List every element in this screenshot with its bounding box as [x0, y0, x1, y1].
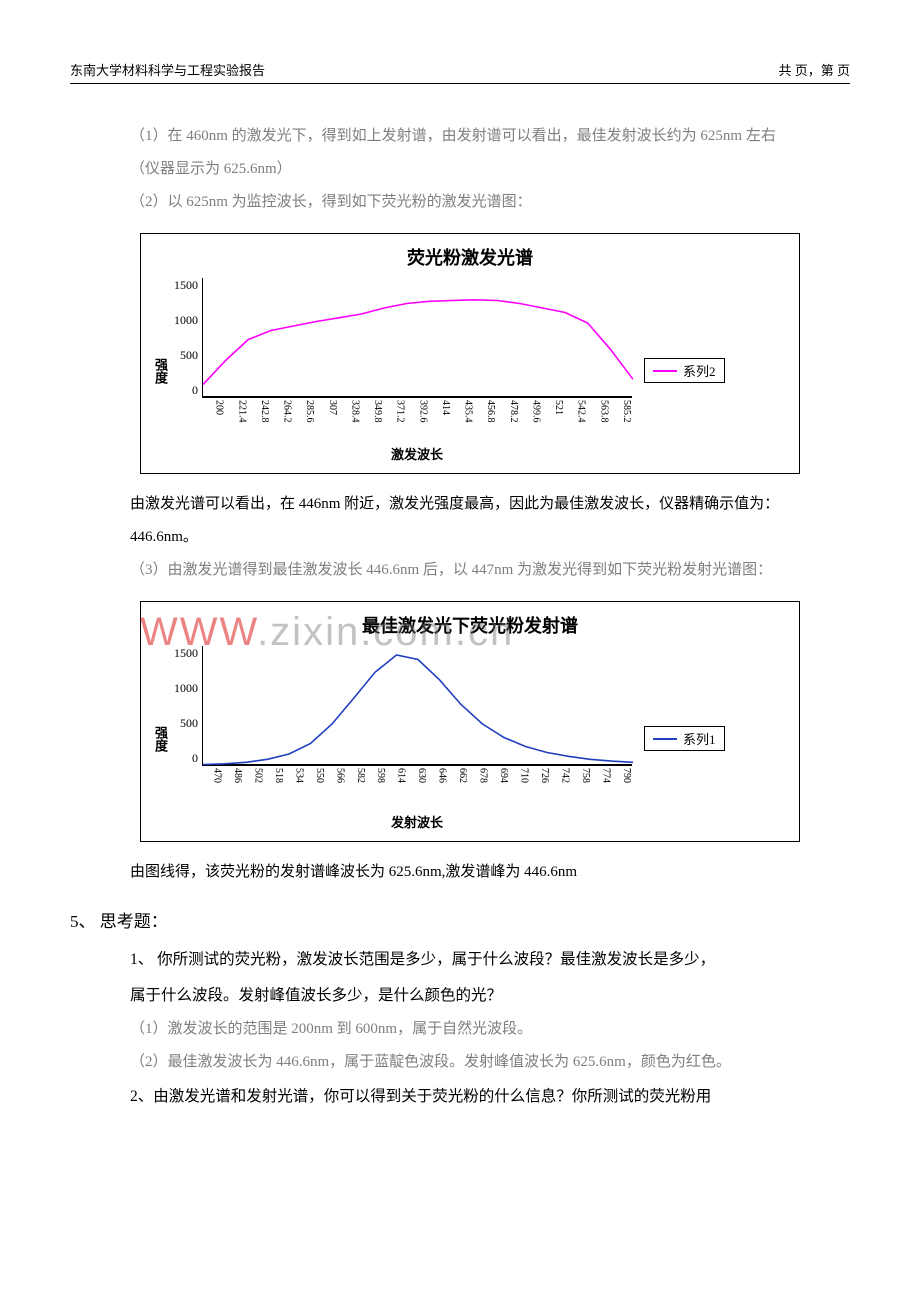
answer-2: （2）最佳激发波长为 446.6nm，属于蓝靛色波段。发射峰值波长为 625.6… [130, 1046, 850, 1079]
chart2-legend-label: 系列1 [683, 729, 716, 748]
chart2-xticks: 4704865025185345505665825986146306466626… [202, 768, 632, 808]
header-left: 东南大学材料科学与工程实验报告 [70, 60, 265, 79]
chart1-legend-line [653, 370, 677, 372]
para-5: 由图线得，该荧光粉的发射谱峰波长为 625.6nm,激发谱峰为 446.6nm [130, 856, 850, 889]
chart2-legend: 系列1 [644, 726, 725, 751]
chart1-title: 荧光粉激发光谱 [151, 244, 789, 270]
section-5-heading: 5、 思考题： [70, 907, 850, 932]
chart1-xticks: 200221.4242.8264.2285.6307328.4349.8371.… [202, 400, 632, 440]
chart1-xlabel: 激发波长 [202, 444, 632, 463]
question-1b: 属于什么波段。发射峰值波长多少，是什么颜色的光？ [130, 978, 850, 1014]
header-right: 共 页，第 页 [778, 60, 850, 79]
chart-emission-spectrum: 最佳激发光下荧光粉发射谱 强度 150010005000 47048650251… [140, 601, 800, 842]
chart1-legend: 系列2 [644, 358, 725, 383]
chart1-legend-label: 系列2 [683, 361, 716, 380]
chart2-plot [202, 646, 632, 766]
chart-excitation-spectrum: 荧光粉激发光谱 强度 150010005000 200221.4242.8264… [140, 233, 800, 474]
answer-1: （1）激发波长的范围是 200nm 到 600nm，属于自然光波段。 [130, 1013, 850, 1046]
chart1-plot [202, 278, 632, 398]
page-header: 东南大学材料科学与工程实验报告 共 页，第 页 [70, 60, 850, 84]
para-1: （1）在 460nm 的激发光下，得到如上发射谱，由发射谱可以看出，最佳发射波长… [130, 120, 850, 153]
chart2-legend-line [653, 738, 677, 740]
para-4: （3）由激发光谱得到最佳激发波长 446.6nm 后，以 447nm 为激发光得… [130, 554, 850, 587]
para-1b: （仪器显示为 625.6nm） [130, 153, 850, 186]
chart2-line [203, 646, 633, 766]
chart1-yticks: 150010005000 [174, 278, 202, 398]
para-3a: 由激发光谱可以看出，在 446nm 附近，激发光强度最高，因此为最佳激发波长，仪… [130, 488, 850, 521]
chart2-xlabel: 发射波长 [202, 812, 632, 831]
para-2: （2）以 625nm 为监控波长，得到如下荧光粉的激发光谱图： [130, 186, 850, 219]
chart2-ylabel: 强度 [151, 726, 170, 752]
question-2: 2、由激发光谱和发射光谱，你可以得到关于荧光粉的什么信息？你所测试的荧光粉用 [130, 1079, 850, 1115]
chart1-ylabel: 强度 [151, 358, 170, 384]
chart2-yticks: 150010005000 [174, 646, 202, 766]
para-3b: 446.6nm。 [130, 521, 850, 554]
chart2-title: 最佳激发光下荧光粉发射谱 [151, 612, 789, 638]
question-1a: 1、 你所测试的荧光粉，激发波长范围是多少，属于什么波段？最佳激发波长是多少， [130, 942, 850, 978]
chart1-line [203, 278, 633, 398]
